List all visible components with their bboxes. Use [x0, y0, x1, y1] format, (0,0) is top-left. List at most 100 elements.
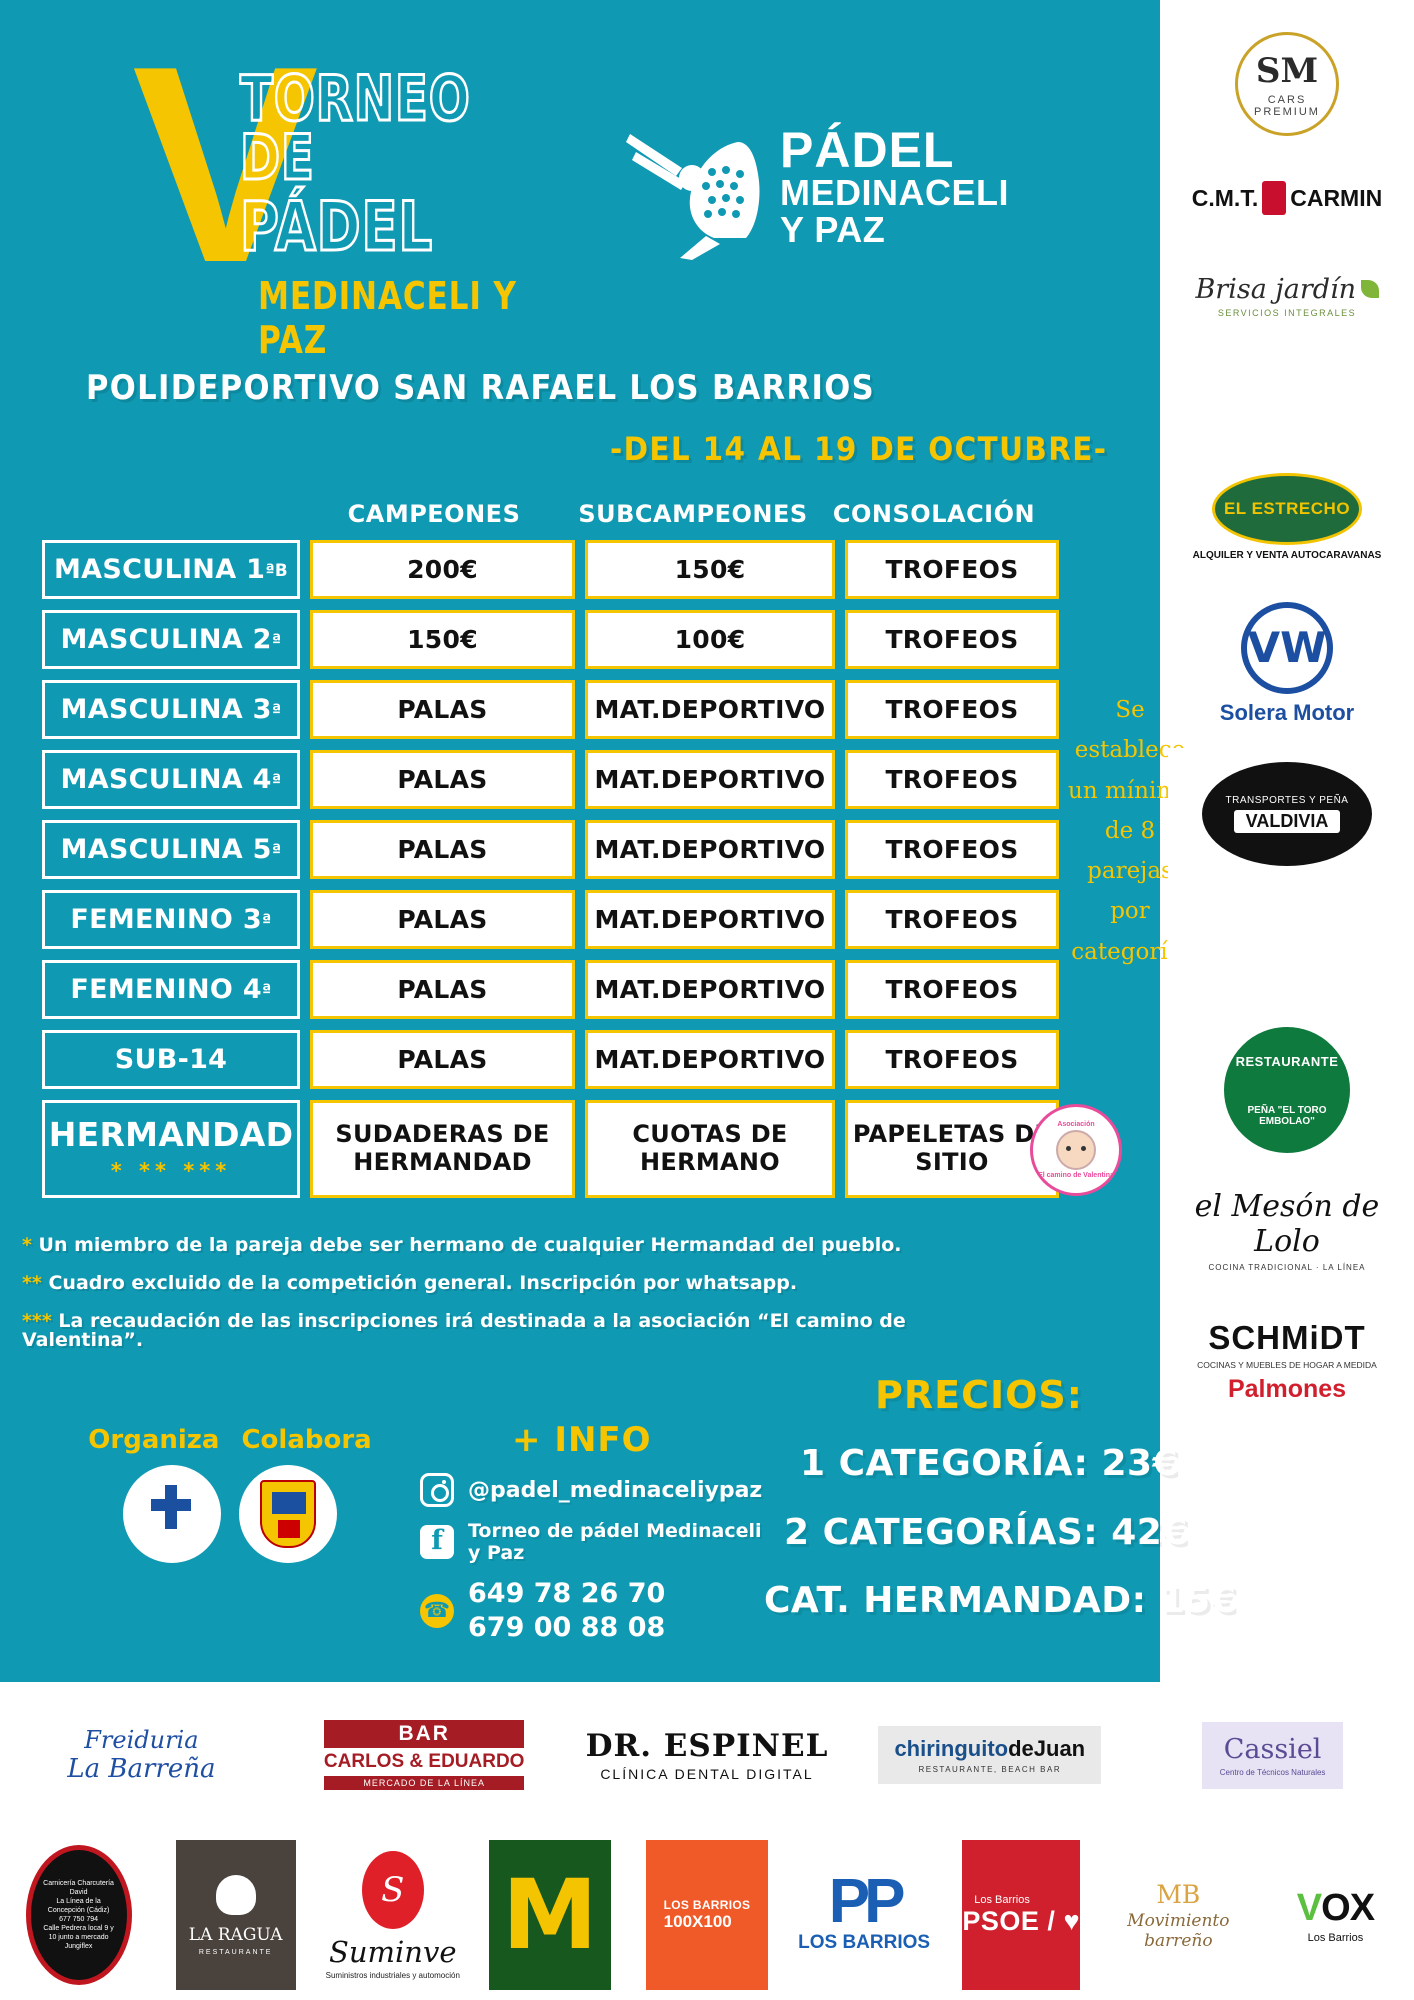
row-category-label: SUB-14 [114, 1044, 228, 1075]
espinel-line-1: DR. ESPINEL [585, 1728, 829, 1764]
phone-icon[interactable] [420, 1593, 454, 1628]
david-line-3: 677 750 794 [59, 1916, 99, 1923]
sponsor-segovia: SEGOVIA asesoría y gestión integral de e… [1168, 352, 1414, 440]
bar-ce-lockup: BAR CARLOS & EDUARDO MERCADO DE LA LÍNEA [323, 1720, 525, 1790]
pp-lockup: PP LOS BARRIOS [798, 1870, 931, 1955]
chiringuito-line-2: RESTAURANTE, BEACH BAR [918, 1765, 1062, 1774]
chiringuito-word-2: deJuan [1008, 1736, 1086, 1761]
mcdonalds-tile: M [488, 1840, 611, 1990]
table-header-row: CAMPEONES SUBCAMPEONES CONSOLACIÓN [300, 500, 1050, 528]
row-category: HERMANDAD * ** *** [42, 1100, 300, 1198]
row-category-ordinal: ª [271, 699, 282, 720]
precio-item-3: CAT. HERMANDAD: 15€ [764, 1580, 1237, 1621]
cell-campeones: SUDADERAS DE HERMANDAD [310, 1100, 575, 1198]
sponsor-strip-2: Carnicería Charcutería David La Línea de… [0, 1830, 1414, 2000]
movimiento-line-1: MB [1156, 1879, 1201, 1909]
baby-face-icon [1056, 1130, 1096, 1170]
row-category-label: FEMENINO 4 [70, 974, 262, 1005]
info-block: + INFO @padel_medinaceliypaz f Torneo de… [420, 1420, 780, 1645]
footnote-asterisk: * [22, 1234, 32, 1256]
sm-cars-sub: CARS PREMIUM [1254, 93, 1320, 118]
crest-row [100, 1465, 360, 1563]
vw-lockup: VW Solera Motor [1168, 594, 1406, 734]
instagram-handle: @padel_medinaceliypaz [468, 1477, 763, 1503]
bar-ce-line-1: BAR [323, 1720, 525, 1748]
phone-numbers: 649 78 26 70 679 00 88 08 [468, 1577, 665, 1645]
lolo-main: el Mesón de Lolo [1194, 1188, 1380, 1259]
logo-wordmark: PÁDEL MEDINACELI Y PAZ [780, 125, 1009, 250]
leaf-icon [1360, 280, 1379, 298]
lb100-lockup: LOS BARRIOS 100X100 [664, 1898, 751, 1932]
cell-consolacion: TROFEOS [845, 960, 1059, 1019]
cell-campeones: 200€ [310, 540, 575, 599]
instagram-icon[interactable] [420, 1473, 454, 1507]
movimiento-lockup: MB Movimiento barreño [1100, 1880, 1257, 1951]
vox-logo-icon: VOX [1297, 1887, 1375, 1930]
logo-line-3: Y PAZ [780, 208, 886, 250]
row-category: SUB-14 [42, 1030, 300, 1089]
sponsor-psoe-los-barrios: Los Barrios PSOE / ♥ [943, 1830, 1100, 2000]
phone-row[interactable]: 649 78 26 70 679 00 88 08 [420, 1577, 780, 1645]
cell-consolacion: TROFEOS [845, 610, 1059, 669]
cell-campeones: PALAS [310, 680, 575, 739]
padel-racket-icon [626, 134, 760, 260]
row-category-label: HERMANDAD [48, 1115, 294, 1154]
golden-arches-icon: M [502, 1858, 598, 1971]
title-line-1: TORNEO DE [239, 62, 471, 194]
padel-medinaceli-logo: PÁDEL MEDINACELI Y PAZ [620, 120, 1020, 260]
vox-lockup: VOX Los Barrios [1297, 1887, 1375, 1944]
column-header-subcampeones: SUBCAMPEONES [578, 500, 808, 528]
valdivia-main: TRANSPORTES Y PEÑA [1225, 795, 1349, 806]
facebook-icon[interactable]: f [420, 1525, 454, 1559]
cell-consolacion: TROFEOS [845, 890, 1059, 949]
cell-campeones: PALAS [310, 750, 575, 809]
ragua-line-1: LA RAGUA [188, 1924, 283, 1945]
david-line-2: La Línea de la Concepción (Cádiz) [47, 1897, 110, 1914]
schmidt-sub: COCINAS Y MUEBLES DE HOGAR A MEDIDA [1197, 1359, 1377, 1370]
cell-campeones: PALAS [310, 890, 575, 949]
cell-subcampeones: MAT.DEPORTIVO [585, 890, 835, 949]
precio-item-2: 2 CATEGORÍAS: 42€ [784, 1512, 1188, 1553]
valentina-association-badge: Asociación El camino de Valentina [1030, 1104, 1122, 1196]
row-category-label: MASCULINA 2 [60, 624, 272, 655]
cell-subcampeones: MAT.DEPORTIVO [585, 960, 835, 1019]
table-row: MASCULINA 1 ªB 200€ 150€ TROFEOS [42, 540, 1062, 599]
cell-subcampeones: MAT.DEPORTIVO [585, 680, 835, 739]
schmidt-extra: Palmones [1227, 1374, 1347, 1403]
row-category-stars: * ** *** [110, 1159, 232, 1183]
row-category-label: MASCULINA 5 [60, 834, 272, 865]
sponsor-bar-carlos-eduardo: BAR CARLOS & EDUARDO MERCADO DE LA LÍNEA [283, 1690, 566, 1820]
tree-icon [215, 1874, 256, 1915]
minimum-pairs-note: Se establece un mínimo de 8 parejas por … [1068, 697, 1192, 965]
sponsor-los-barrios-100x100: LOS BARRIOS 100X100 [628, 1830, 785, 2000]
venue-text: POLIDEPORTIVO SAN RAFAEL LOS BARRIOS [86, 368, 875, 408]
facebook-row[interactable]: f Torneo de pádel Medinaceli y Paz [420, 1520, 780, 1564]
freiduria-line-2: La Barreña [67, 1754, 216, 1784]
row-category-ordinal: ªB [265, 559, 288, 580]
sponsor-vox-los-barrios: VOX Los Barrios [1257, 1830, 1414, 2000]
sponsor-charcuteria-david: Carnicería Charcutería David La Línea de… [0, 1830, 157, 2000]
sponsor-cmt-carmin: C.M.T. CARMIN [1168, 160, 1406, 236]
sponsor-chiringuito-de-juan: chiringuitodeJuan RESTAURANTE, BEACH BAR [848, 1690, 1131, 1820]
row-category-ordinal: ª [271, 839, 282, 860]
precios-title: PRECIOS: [875, 1373, 1083, 1417]
instagram-row[interactable]: @padel_medinaceliypaz [420, 1473, 780, 1507]
dates-text: -DEL 14 AL 19 DE OCTUBRE- [610, 430, 1108, 468]
psoe-line-1: Los Barrios [974, 1893, 1030, 1906]
sponsor-schmidt-palmones: SCHMiDT COCINAS Y MUEBLES DE HOGAR A MED… [1168, 1296, 1406, 1426]
footnote-text: La recaudación de las inscripciones irá … [22, 1310, 906, 1351]
lolo-lockup: el Mesón de Lolo COCINA TRADICIONAL · LA… [1168, 1180, 1406, 1280]
pp-line-2: LOS BARRIOS [798, 1932, 931, 1954]
sponsor-brisa-jardin: Brisa jardín SERVICIOS INTEGRALES [1168, 248, 1406, 344]
sponsor-dr-espinel: DR. ESPINEL CLÍNICA DENTAL DIGITAL [566, 1690, 849, 1820]
road-icon [1262, 181, 1287, 215]
brisa-sub: SERVICIOS INTEGRALES [1217, 308, 1357, 318]
lb100-line-2: 100X100 [663, 1912, 732, 1931]
table-row: SUB-14 PALAS MAT.DEPORTIVO TROFEOS [42, 1030, 1062, 1089]
ragua-line-2: RESTAURANTE [198, 1948, 273, 1956]
